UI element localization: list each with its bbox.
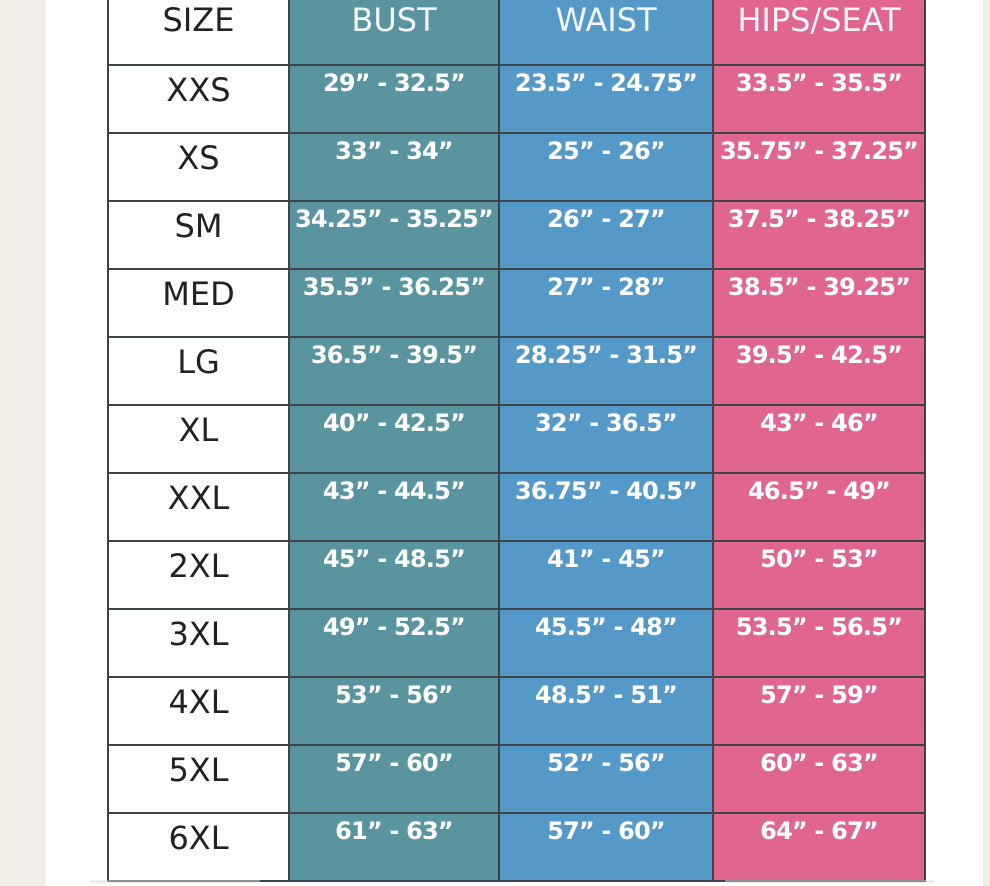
cell-size: XS (107, 132, 290, 202)
cell-bust: 43” - 44.5” (288, 472, 500, 542)
cell-size: LG (107, 336, 290, 406)
cell-size: MED (107, 268, 290, 338)
cell-size: 5XL (107, 744, 290, 814)
cell-size: 3XL (107, 608, 290, 678)
cell-hips: 33.5” - 35.5” (712, 64, 926, 134)
cell-waist: 23.5” - 24.75” (498, 64, 714, 134)
cell-waist: 48.5” - 51” (498, 676, 714, 746)
cell-waist: 27” - 28” (498, 268, 714, 338)
cell-hips: 37.5” - 38.25” (712, 200, 926, 270)
cell-waist: 28.25” - 31.5” (498, 336, 714, 406)
header-size: SIZE (107, 0, 290, 66)
cell-bust: 57” - 60” (288, 744, 500, 814)
cell-size: XXL (107, 472, 290, 542)
cell-hips: 64” - 67” (712, 812, 926, 882)
cell-waist: 57” - 60” (498, 812, 714, 882)
header-row: SIZE BUST WAIST HIPS/SEAT (107, 0, 926, 66)
table-row: 4XL 53” - 56” 48.5” - 51” 57” - 59” (107, 676, 926, 746)
cell-bust: 49” - 52.5” (288, 608, 500, 678)
cell-waist: 52” - 56” (498, 744, 714, 814)
table-row: XS 33” - 34” 25” - 26” 35.75” - 37.25” (107, 132, 926, 202)
size-chart-table: SIZE BUST WAIST HIPS/SEAT XXS 29” - 32.5”… (107, 0, 926, 882)
cell-size: XL (107, 404, 290, 474)
table-row: 2XL 45” - 48.5” 41” - 45” 50” - 53” (107, 540, 926, 610)
header-bust: BUST (288, 0, 500, 66)
cell-bust: 35.5” - 36.25” (288, 268, 500, 338)
cell-hips: 50” - 53” (712, 540, 926, 610)
cell-waist: 26” - 27” (498, 200, 714, 270)
cell-bust: 53” - 56” (288, 676, 500, 746)
cell-size: 4XL (107, 676, 290, 746)
table-row: XL 40” - 42.5” 32” - 36.5” 43” - 46” (107, 404, 926, 474)
cell-bust: 61” - 63” (288, 812, 500, 882)
table-row: 6XL 61” - 63” 57” - 60” 64” - 67” (107, 812, 926, 882)
cell-size: 2XL (107, 540, 290, 610)
cell-hips: 53.5” - 56.5” (712, 608, 926, 678)
table-row: MED 35.5” - 36.25” 27” - 28” 38.5” - 39.25” (107, 268, 926, 338)
cell-hips: 60” - 63” (712, 744, 926, 814)
cell-bust: 29” - 32.5” (288, 64, 500, 134)
cell-size: SM (107, 200, 290, 270)
cell-waist: 36.75” - 40.5” (498, 472, 714, 542)
cell-size: XXS (107, 64, 290, 134)
cell-bust: 33” - 34” (288, 132, 500, 202)
cell-waist: 41” - 45” (498, 540, 714, 610)
table-row: 5XL 57” - 60” 52” - 56” 60” - 63” (107, 744, 926, 814)
cell-bust: 40” - 42.5” (288, 404, 500, 474)
copyright-footer (90, 880, 260, 883)
cell-waist: 25” - 26” (498, 132, 714, 202)
cell-hips: 38.5” - 39.25” (712, 268, 926, 338)
cell-size: 6XL (107, 812, 290, 882)
table-row: 3XL 49” - 52.5” 45.5” - 48” 53.5” - 56.5” (107, 608, 926, 678)
table-row: XXL 43” - 44.5” 36.75” - 40.5” 46.5” - 49” (107, 472, 926, 542)
cell-hips: 46.5” - 49” (712, 472, 926, 542)
header-waist: WAIST (498, 0, 714, 66)
cell-hips: 57” - 59” (712, 676, 926, 746)
cell-hips: 35.75” - 37.25” (712, 132, 926, 202)
header-hips: HIPS/SEAT (712, 0, 926, 66)
footer-note (725, 880, 935, 883)
cell-waist: 32” - 36.5” (498, 404, 714, 474)
table-row: XXS 29” - 32.5” 23.5” - 24.75” 33.5” - 35.5… (107, 64, 926, 134)
cell-hips: 39.5” - 42.5” (712, 336, 926, 406)
cell-bust: 34.25” - 35.25” (288, 200, 500, 270)
cell-bust: 45” - 48.5” (288, 540, 500, 610)
table-row: SM 34.25” - 35.25” 26” - 27” 37.5” - 38.25” (107, 200, 926, 270)
cell-waist: 45.5” - 48” (498, 608, 714, 678)
cell-bust: 36.5” - 39.5” (288, 336, 500, 406)
cell-hips: 43” - 46” (712, 404, 926, 474)
table-row: LG 36.5” - 39.5” 28.25” - 31.5” 39.5” - 42.… (107, 336, 926, 406)
